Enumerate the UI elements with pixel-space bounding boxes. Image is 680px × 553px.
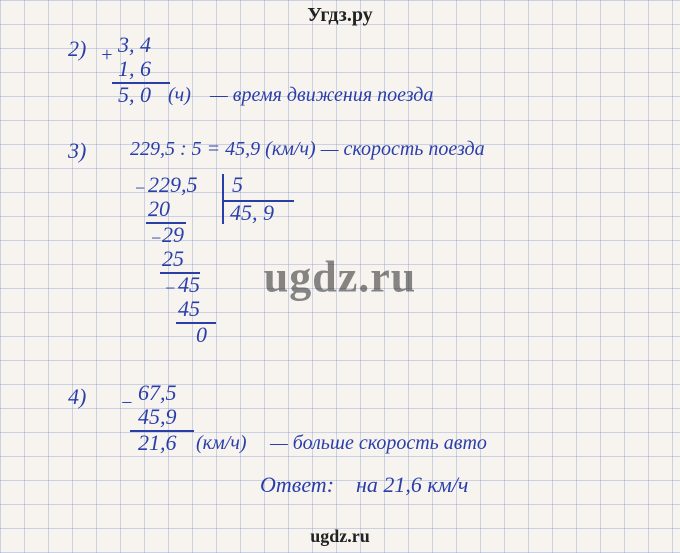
minus-sign: − [120,392,134,415]
plus-sign: + [100,44,114,67]
page-header: Угдз.ру [0,4,680,27]
subtraction-unit: (км/ч) [196,432,247,455]
difference: 21,6 [138,430,177,456]
workbook-page: Угдз.ру 2) + 3, 4 1, 6 5, 0 (ч) — время … [0,0,680,553]
step-2-label: 2) [68,36,86,62]
step-4-label: 4) [68,384,86,410]
addend-1: 3, 4 [118,32,151,58]
minuend: 67,5 [138,380,177,406]
division-minus-2: − [150,228,162,249]
step-3-label: 3) [68,138,86,164]
quotient: 45, 9 [230,200,274,226]
watermark-center: ugdz.ru [264,251,416,302]
division-minus-3: − [164,278,176,299]
step-3-equation: 229,5 : 5 = 45,9 (км/ч) — скорость поезд… [130,138,485,161]
div-work-2: 25 [162,246,184,272]
addend-2: 1, 6 [118,56,151,82]
div-work-4: 45 [178,296,200,322]
div-work-0: 20 [148,196,170,222]
answer-value: на 21,6 км/ч [356,472,468,498]
addition-unit: (ч) [168,84,191,107]
divisor: 5 [232,172,243,198]
dividend: 229,5 [148,172,198,198]
addition-sum: 5, 0 [118,82,151,108]
addition-note: — время движения поезда [210,84,433,107]
answer-label: Ответ: [260,472,334,498]
subtraction-note: — больше скорость авто [270,432,487,455]
division-vline [222,174,224,224]
subtrahend: 45,9 [138,404,177,430]
div-work-3: 45 [178,272,200,298]
page-footer: ugdz.ru [0,526,680,547]
div-work-1: 29 [162,222,184,248]
division-minus-1: − [134,178,146,199]
div-work-5: 0 [196,322,207,348]
